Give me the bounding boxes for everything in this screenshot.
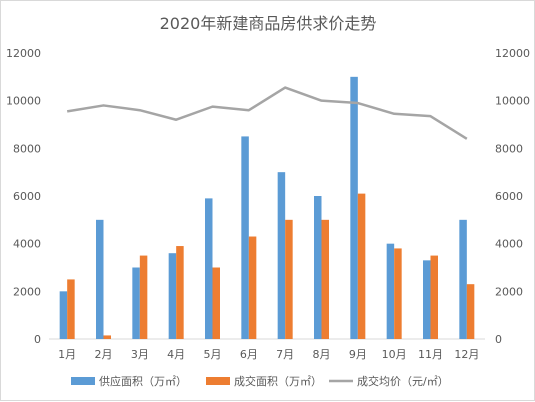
right-tick-label: 12000 [495, 47, 530, 60]
bar-supply-6 [241, 136, 249, 339]
x-tick-label: 7月 [276, 348, 294, 361]
left-tick-label: 12000 [6, 47, 41, 60]
right-tick-label: 10000 [495, 95, 530, 108]
left-axis-ticks: 0 2000 4000 6000 8000 10000 12000 [6, 47, 41, 346]
x-tick-label: 11月 [418, 348, 443, 361]
x-tick-label: 12月 [454, 348, 479, 361]
bar-sales-8 [321, 219, 329, 339]
right-axis-ticks: 0 2000 4000 6000 8000 10000 12000 [495, 47, 530, 346]
x-tick-label: 2月 [95, 348, 113, 361]
bar-sales-11 [430, 255, 438, 339]
bars-group [59, 76, 475, 339]
x-tick-label: 5月 [204, 348, 222, 361]
bar-supply-5 [205, 198, 213, 339]
left-tick-label: 0 [34, 333, 41, 346]
bar-supply-4 [168, 253, 177, 339]
bar-sales-7 [285, 219, 293, 339]
bar-sales-4 [176, 246, 184, 339]
bar-sales-1 [67, 279, 75, 339]
x-tick-label: 8月 [313, 348, 331, 361]
x-axis-ticks: 1月 2月 3月 4月 5月 6月 7月 8月 9月 10月 11月 12月 [58, 348, 479, 361]
bar-supply-8 [314, 196, 322, 339]
left-tick-label: 2000 [13, 285, 41, 298]
right-tick-label: 8000 [495, 142, 523, 155]
x-tick-label: 1月 [58, 348, 76, 361]
right-tick-label: 4000 [495, 238, 523, 251]
bar-supply-12 [459, 219, 467, 339]
legend-label: 成交均价（元/㎡） [357, 374, 449, 388]
left-tick-label: 4000 [13, 238, 41, 251]
bar-sales-6 [248, 236, 257, 339]
legend-swatch [206, 377, 230, 385]
legend-swatch [71, 377, 95, 385]
bar-supply-3 [132, 267, 140, 339]
right-tick-label: 2000 [495, 285, 523, 298]
bar-supply-2 [96, 219, 104, 339]
x-tick-label: 10月 [382, 348, 407, 361]
bar-sales-12 [466, 284, 475, 339]
bar-supply-9 [350, 76, 358, 339]
bar-supply-1 [59, 291, 68, 339]
bar-sales-10 [394, 248, 402, 339]
bar-sales-2 [103, 335, 111, 339]
bar-sales-9 [357, 193, 366, 339]
x-tick-label: 6月 [240, 348, 258, 361]
line-series-group [66, 86, 468, 140]
bar-supply-7 [277, 172, 286, 339]
left-tick-label: 10000 [6, 95, 41, 108]
chart-title: 2020年新建商品房供求价走势 [160, 14, 377, 33]
x-tick-label: 9月 [349, 348, 367, 361]
right-tick-label: 6000 [495, 190, 523, 203]
right-tick-label: 0 [495, 333, 502, 346]
avg-price-line [66, 86, 468, 140]
bar-supply-11 [423, 260, 431, 339]
legend: 供应面积（万㎡） 成交面积（万㎡） 成交均价（元/㎡） [71, 374, 449, 388]
x-tick-label: 3月 [131, 348, 149, 361]
left-tick-label: 6000 [13, 190, 41, 203]
bar-sales-5 [212, 267, 220, 339]
legend-label: 供应面积（万㎡） [99, 374, 187, 388]
bar-sales-3 [139, 255, 148, 339]
legend-label: 成交面积（万㎡） [234, 374, 322, 388]
bar-supply-10 [386, 243, 395, 339]
x-tick-label: 4月 [167, 348, 185, 361]
left-tick-label: 8000 [13, 142, 41, 155]
